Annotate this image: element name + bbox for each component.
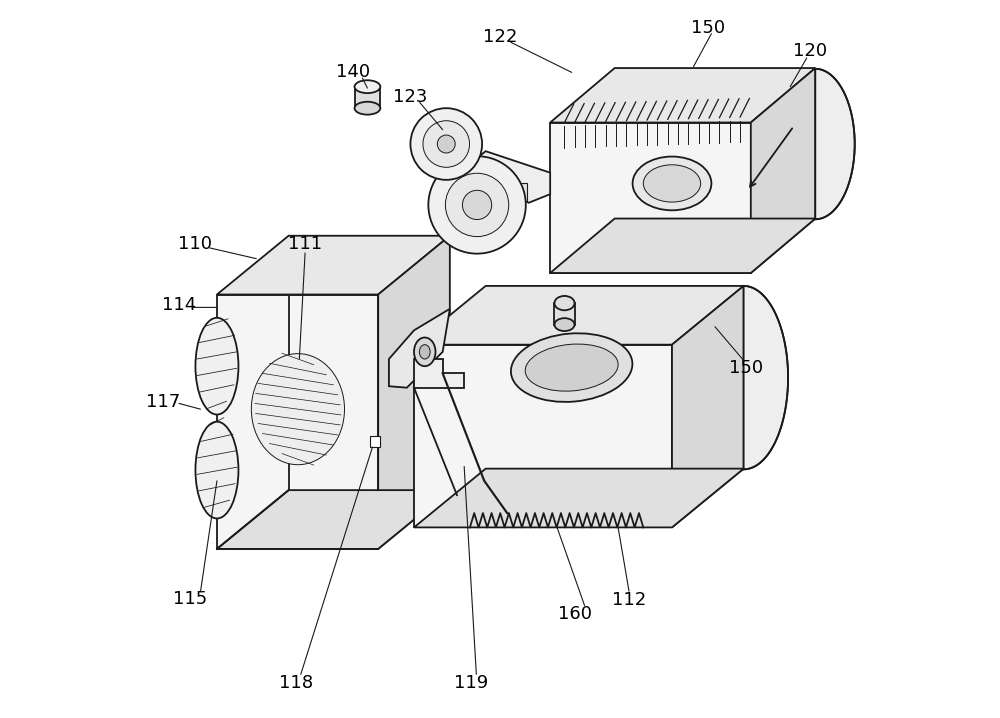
- Polygon shape: [378, 236, 450, 549]
- Text: 123: 123: [393, 88, 428, 106]
- Ellipse shape: [355, 102, 380, 115]
- Text: 111: 111: [288, 236, 322, 253]
- Text: 117: 117: [146, 393, 180, 411]
- Text: 140: 140: [336, 63, 370, 81]
- Ellipse shape: [419, 345, 430, 359]
- Polygon shape: [370, 436, 380, 447]
- Ellipse shape: [355, 80, 380, 93]
- Text: 110: 110: [178, 236, 212, 253]
- Ellipse shape: [195, 318, 238, 414]
- Ellipse shape: [414, 337, 436, 366]
- Ellipse shape: [462, 190, 492, 220]
- Ellipse shape: [525, 344, 618, 391]
- Ellipse shape: [511, 333, 632, 402]
- Polygon shape: [550, 68, 815, 123]
- Polygon shape: [554, 303, 575, 325]
- Polygon shape: [815, 69, 855, 219]
- Text: 118: 118: [279, 674, 313, 692]
- Text: 115: 115: [173, 590, 208, 608]
- Ellipse shape: [554, 318, 575, 331]
- Polygon shape: [355, 87, 380, 108]
- Polygon shape: [468, 151, 550, 202]
- Text: 160: 160: [558, 605, 592, 623]
- Polygon shape: [751, 68, 815, 273]
- Polygon shape: [414, 359, 464, 388]
- Polygon shape: [217, 294, 378, 549]
- Polygon shape: [414, 469, 744, 528]
- Ellipse shape: [251, 354, 344, 465]
- Text: 120: 120: [793, 42, 827, 60]
- Polygon shape: [500, 183, 527, 201]
- Text: 119: 119: [454, 674, 488, 692]
- Text: 112: 112: [612, 591, 646, 609]
- Polygon shape: [744, 286, 788, 470]
- Text: 150: 150: [729, 358, 763, 377]
- Ellipse shape: [195, 421, 238, 518]
- Ellipse shape: [410, 108, 482, 180]
- Polygon shape: [217, 490, 450, 549]
- Ellipse shape: [554, 296, 575, 310]
- Text: 122: 122: [483, 27, 517, 45]
- Ellipse shape: [445, 173, 509, 237]
- Polygon shape: [550, 218, 815, 273]
- Ellipse shape: [643, 165, 701, 202]
- Ellipse shape: [423, 121, 470, 167]
- Ellipse shape: [437, 135, 455, 153]
- Polygon shape: [389, 309, 450, 388]
- Ellipse shape: [428, 157, 526, 253]
- Text: 114: 114: [162, 297, 196, 314]
- Polygon shape: [672, 286, 744, 528]
- Polygon shape: [414, 286, 744, 345]
- Polygon shape: [414, 345, 672, 528]
- Text: 150: 150: [691, 19, 725, 37]
- Ellipse shape: [633, 157, 711, 210]
- Polygon shape: [217, 236, 450, 294]
- Polygon shape: [550, 123, 751, 273]
